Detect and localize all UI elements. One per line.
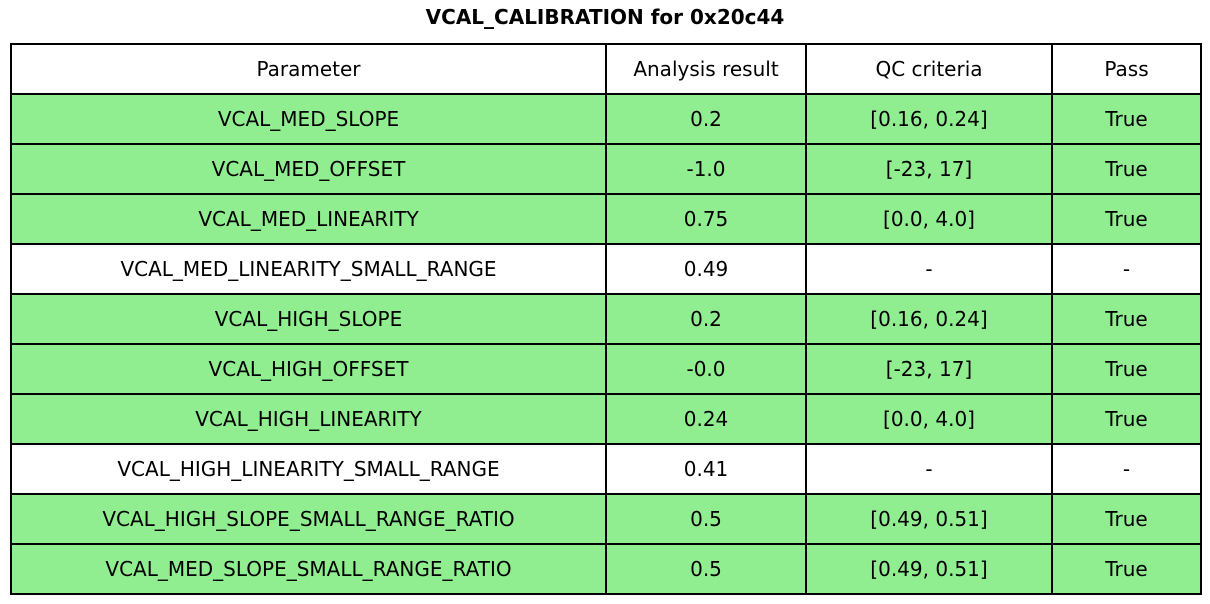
cell-pass: True [1051, 393, 1202, 445]
cell-analysis-result: 0.75 [605, 193, 807, 245]
cell-parameter: VCAL_MED_SLOPE_SMALL_RANGE_RATIO [10, 543, 607, 595]
cell-qc-criteria: [0.0, 4.0] [805, 393, 1053, 445]
cell-pass: True [1051, 543, 1202, 595]
column-header-qc-criteria: QC criteria [805, 43, 1053, 95]
cell-parameter: VCAL_HIGH_LINEARITY_SMALL_RANGE [10, 443, 607, 495]
table-row: VCAL_HIGH_SLOPE 0.2 [0.16, 0.24] True [10, 293, 1202, 345]
cell-analysis-result: 0.5 [605, 543, 807, 595]
cell-parameter: VCAL_HIGH_SLOPE [10, 293, 607, 345]
cell-qc-criteria: [-23, 17] [805, 143, 1053, 195]
cell-parameter: VCAL_MED_OFFSET [10, 143, 607, 195]
cell-qc-criteria: [0.49, 0.51] [805, 543, 1053, 595]
table-row: VCAL_HIGH_LINEARITY_SMALL_RANGE 0.41- - [10, 443, 1202, 495]
cell-pass: True [1051, 493, 1202, 545]
table-row: VCAL_HIGH_SLOPE_SMALL_RANGE_RATIO 0.5 [0.4… [10, 493, 1202, 545]
column-header-pass: Pass [1051, 43, 1202, 95]
table-row: VCAL_MED_SLOPE_SMALL_RANGE_RATIO 0.5 [0.49… [10, 543, 1202, 595]
table-row: VCAL_HIGH_LINEARITY 0.24 [0.0, 4.0] True [10, 393, 1202, 445]
cell-pass: - [1051, 443, 1202, 495]
cell-analysis-result: 0.2 [605, 93, 807, 145]
cell-analysis-result: 0.5 [605, 493, 807, 545]
table-row: VCAL_MED_SLOPE 0.2 [0.16, 0.24] True [10, 93, 1202, 145]
cell-pass: True [1051, 93, 1202, 145]
cell-parameter: VCAL_MED_SLOPE [10, 93, 607, 145]
qc-table-body: VCAL_MED_SLOPE 0.2 [0.16, 0.24] True VCAL_ME… [10, 93, 1202, 595]
page-title: VCAL_CALIBRATION for 0x20c44 [425, 5, 785, 29]
cell-pass: True [1051, 143, 1202, 195]
table-row: VCAL_MED_LINEARITY_SMALL_RANGE 0.49- - [10, 243, 1202, 295]
cell-pass: True [1051, 193, 1202, 245]
cell-parameter: VCAL_HIGH_OFFSET [10, 343, 607, 395]
cell-parameter: VCAL_MED_LINEARITY_SMALL_RANGE [10, 243, 607, 295]
cell-qc-criteria: [0.0, 4.0] [805, 193, 1053, 245]
cell-qc-criteria: - [805, 243, 1053, 295]
cell-analysis-result: -0.0 [605, 343, 807, 395]
cell-pass: True [1051, 343, 1202, 395]
cell-analysis-result: 0.2 [605, 293, 807, 345]
cell-qc-criteria: [0.16, 0.24] [805, 93, 1053, 145]
cell-analysis-result: 0.49 [605, 243, 807, 295]
qc-table: Parameter Analysis result QC criteria Pa… [10, 43, 1202, 595]
cell-parameter: VCAL_HIGH_LINEARITY [10, 393, 607, 445]
table-row: VCAL_HIGH_OFFSET -0.0 [-23, 17] True [10, 343, 1202, 395]
cell-analysis-result: 0.41 [605, 443, 807, 495]
cell-parameter: VCAL_MED_LINEARITY [10, 193, 607, 245]
cell-parameter: VCAL_HIGH_SLOPE_SMALL_RANGE_RATIO [10, 493, 607, 545]
table-row: VCAL_MED_LINEARITY 0.75 [0.0, 4.0] True [10, 193, 1202, 245]
column-header-parameter: Parameter [10, 43, 607, 95]
cell-pass: True [1051, 293, 1202, 345]
qc-table-header: Parameter Analysis result QC criteria Pa… [10, 43, 1202, 95]
cell-qc-criteria: [0.16, 0.24] [805, 293, 1053, 345]
header-row: Parameter Analysis result QC criteria Pa… [10, 43, 1202, 95]
cell-qc-criteria: [-23, 17] [805, 343, 1053, 395]
cell-analysis-result: 0.24 [605, 393, 807, 445]
cell-qc-criteria: - [805, 443, 1053, 495]
cell-pass: - [1051, 243, 1202, 295]
column-header-analysis-result: Analysis result [605, 43, 807, 95]
cell-qc-criteria: [0.49, 0.51] [805, 493, 1053, 545]
cell-analysis-result: -1.0 [605, 143, 807, 195]
table-row: VCAL_MED_OFFSET -1.0 [-23, 17] True [10, 143, 1202, 195]
